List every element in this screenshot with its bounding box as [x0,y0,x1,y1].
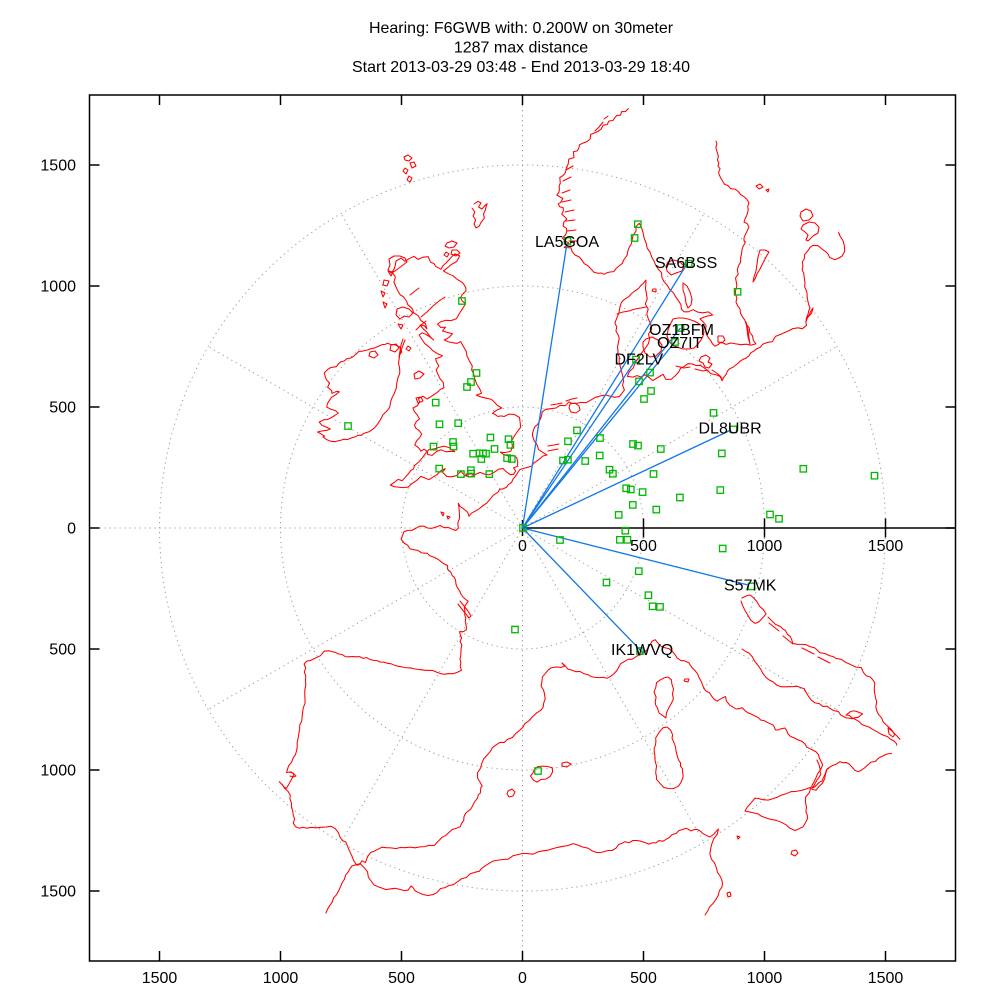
svg-text:500: 500 [630,538,657,555]
svg-text:0: 0 [67,521,76,538]
svg-text:OZ1BFM: OZ1BFM [649,322,714,339]
svg-text:0: 0 [518,538,527,555]
svg-text:1000: 1000 [263,970,299,987]
svg-text:1500: 1500 [868,538,904,555]
svg-text:1287 max distance: 1287 max distance [454,40,588,57]
svg-text:500: 500 [49,400,76,417]
svg-text:1000: 1000 [40,763,76,780]
svg-text:1000: 1000 [747,538,783,555]
svg-text:DL8UBR: DL8UBR [699,421,762,438]
svg-text:1500: 1500 [40,158,76,175]
svg-text:S57MK: S57MK [724,578,777,595]
svg-text:1500: 1500 [40,884,76,901]
svg-text:Start 2013-03-29 03:48 - End 2: Start 2013-03-29 03:48 - End 2013-03-29 … [352,59,690,76]
svg-text:1000: 1000 [747,970,783,987]
svg-text:DF2LV: DF2LV [615,352,664,369]
svg-text:500: 500 [630,970,657,987]
svg-text:1000: 1000 [40,279,76,296]
svg-text:Hearing: F6GWB with: 0.200W on: Hearing: F6GWB with: 0.200W on 30meter [369,20,674,37]
svg-text:500: 500 [49,642,76,659]
svg-text:OZ7IT: OZ7IT [657,335,703,352]
svg-text:1500: 1500 [868,970,904,987]
svg-text:SA6BSS: SA6BSS [655,255,717,272]
svg-text:IK1WVQ: IK1WVQ [611,642,673,659]
svg-text:1500: 1500 [142,970,178,987]
svg-text:500: 500 [388,970,415,987]
svg-text:LA5GOA: LA5GOA [535,234,599,251]
svg-text:0: 0 [518,970,527,987]
